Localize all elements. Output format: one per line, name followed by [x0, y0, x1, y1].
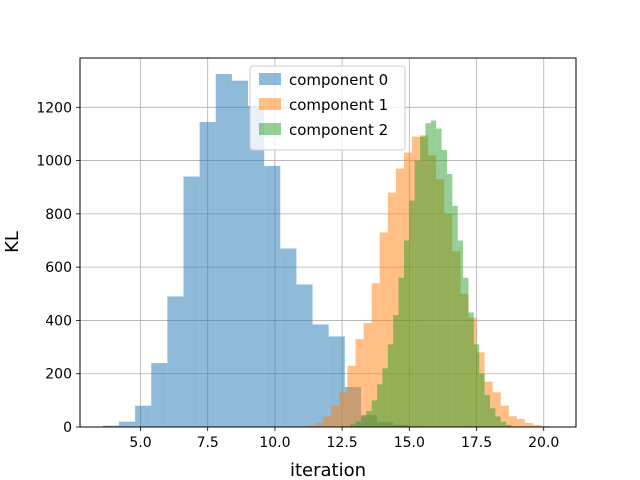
y-tick-label-0: 0 [63, 420, 72, 436]
y-tick-label-6: 1200 [36, 100, 72, 116]
bar-series-1-bin-8 [371, 283, 380, 427]
bar-series-0-bin-4 [167, 296, 184, 427]
bar-series-1-bin-23 [492, 392, 501, 427]
bar-series-0-bin-10 [264, 165, 281, 427]
bar-series-2-bin-11 [409, 200, 415, 427]
bar-series-2-bin-4 [371, 400, 378, 427]
bar-series-0-bin-8 [231, 80, 249, 427]
y-tick-label-3: 600 [45, 260, 72, 276]
bar-series-2-bin-12 [414, 160, 421, 427]
series-2 [350, 120, 512, 428]
x-tick-label-1: 7.5 [197, 435, 219, 451]
bars [102, 73, 550, 428]
legend-label-0: component 0 [289, 71, 388, 89]
bar-series-2-bin-29 [506, 424, 512, 427]
bar-series-2-bin-22 [468, 312, 474, 427]
legend-label-2: component 2 [289, 121, 388, 139]
bar-series-2-bin-18 [446, 173, 453, 427]
bar-series-0-bin-6 [199, 121, 216, 428]
bar-series-2-bin-9 [398, 277, 404, 427]
x-tick-label-5: 17.5 [461, 435, 492, 451]
bar-series-2-bin-17 [441, 149, 447, 427]
legend-swatch-2 [259, 123, 281, 135]
bar-series-1-bin-7 [363, 323, 372, 427]
bar-series-2-bin-6 [382, 368, 388, 427]
plot-frame [79, 57, 577, 428]
bar-series-0-bin-12 [296, 284, 313, 427]
bar-series-0-bin-9 [248, 105, 265, 428]
x-tick-label-4: 15.0 [394, 435, 425, 451]
y-tick-label-1: 200 [45, 367, 72, 383]
bar-series-0-bin-3 [151, 363, 168, 427]
bar-series-2-bin-8 [393, 315, 399, 427]
y-axis-title: KL [2, 231, 23, 253]
bar-series-2-bin-25 [484, 395, 490, 427]
y-tick-label-2: 400 [45, 313, 72, 329]
x-tick-label-3: 12.5 [327, 435, 358, 451]
bar-series-2-bin-15 [430, 120, 437, 427]
bar-series-1-bin-24 [500, 405, 509, 427]
x-tick-label-6: 20.0 [528, 435, 559, 451]
bar-series-2-bin-1 [355, 421, 361, 427]
y-tick-label-5: 1000 [36, 154, 72, 170]
bar-series-0-bin-7 [215, 73, 232, 427]
x-tick-label-0: 5.0 [129, 435, 151, 451]
bar-series-0-bin-2 [135, 405, 152, 427]
legend: component 0 component 1 component 2 [249, 65, 406, 151]
y-tick-label-4: 800 [45, 207, 72, 223]
series-0 [102, 73, 426, 428]
bar-series-1-bin-25 [508, 416, 517, 427]
bar-series-1-bin-2 [323, 416, 332, 427]
legend-swatch-0 [259, 73, 281, 85]
bar-series-2-bin-20 [457, 240, 464, 427]
bar-series-2-bin-2 [360, 416, 367, 427]
bar-series-0-bin-5 [183, 176, 200, 427]
bar-series-1-bin-26 [516, 419, 525, 427]
bar-series-1-bin-27 [524, 423, 533, 427]
legend-label-1: component 1 [289, 96, 388, 114]
bar-series-2-bin-16 [436, 128, 442, 427]
bar-series-1-bin-10 [387, 192, 396, 427]
bar-series-2-bin-19 [452, 205, 458, 427]
bar-series-0-bin-0 [102, 425, 119, 427]
bar-series-2-bin-3 [366, 411, 372, 427]
bar-series-1-bin-3 [331, 405, 340, 427]
bar-series-1-bin-5 [347, 365, 356, 427]
bar-series-0-bin-13 [312, 324, 329, 427]
bar-series-2-bin-27 [495, 416, 501, 427]
bar-series-2-bin-26 [489, 408, 496, 427]
bar-series-1-bin-6 [355, 339, 364, 427]
bar-series-2-bin-10 [403, 240, 410, 427]
legend-swatch-1 [259, 98, 281, 110]
bar-series-2-bin-21 [463, 277, 469, 427]
legend-box [249, 65, 406, 151]
bar-series-1-bin-4 [339, 392, 348, 427]
bar-series-2-bin-24 [479, 373, 485, 427]
bar-series-2-bin-0 [350, 424, 356, 427]
bar-series-1-bin-9 [379, 232, 388, 427]
bar-series-2-bin-28 [500, 421, 507, 427]
bar-series-0-bin-11 [280, 248, 297, 427]
bar-series-1-bin-28 [532, 424, 542, 427]
bar-series-0-bin-1 [118, 421, 136, 427]
bar-series-1-bin-0 [307, 425, 316, 427]
x-axis-title: iteration [290, 460, 366, 480]
bar-series-2-bin-5 [377, 384, 383, 427]
ticks: 5.0 7.5 10.0 12.5 15.0 17.5 20.0 0 200 400 600 800 1… [36, 100, 559, 451]
bar-series-2-bin-14 [425, 123, 431, 428]
bar-series-1-bin-1 [315, 423, 324, 427]
bar-series-2-bin-7 [387, 344, 394, 427]
x-tick-label-2: 10.0 [259, 435, 290, 451]
bar-series-2-bin-23 [473, 344, 480, 427]
bar-series-2-bin-13 [420, 136, 426, 427]
